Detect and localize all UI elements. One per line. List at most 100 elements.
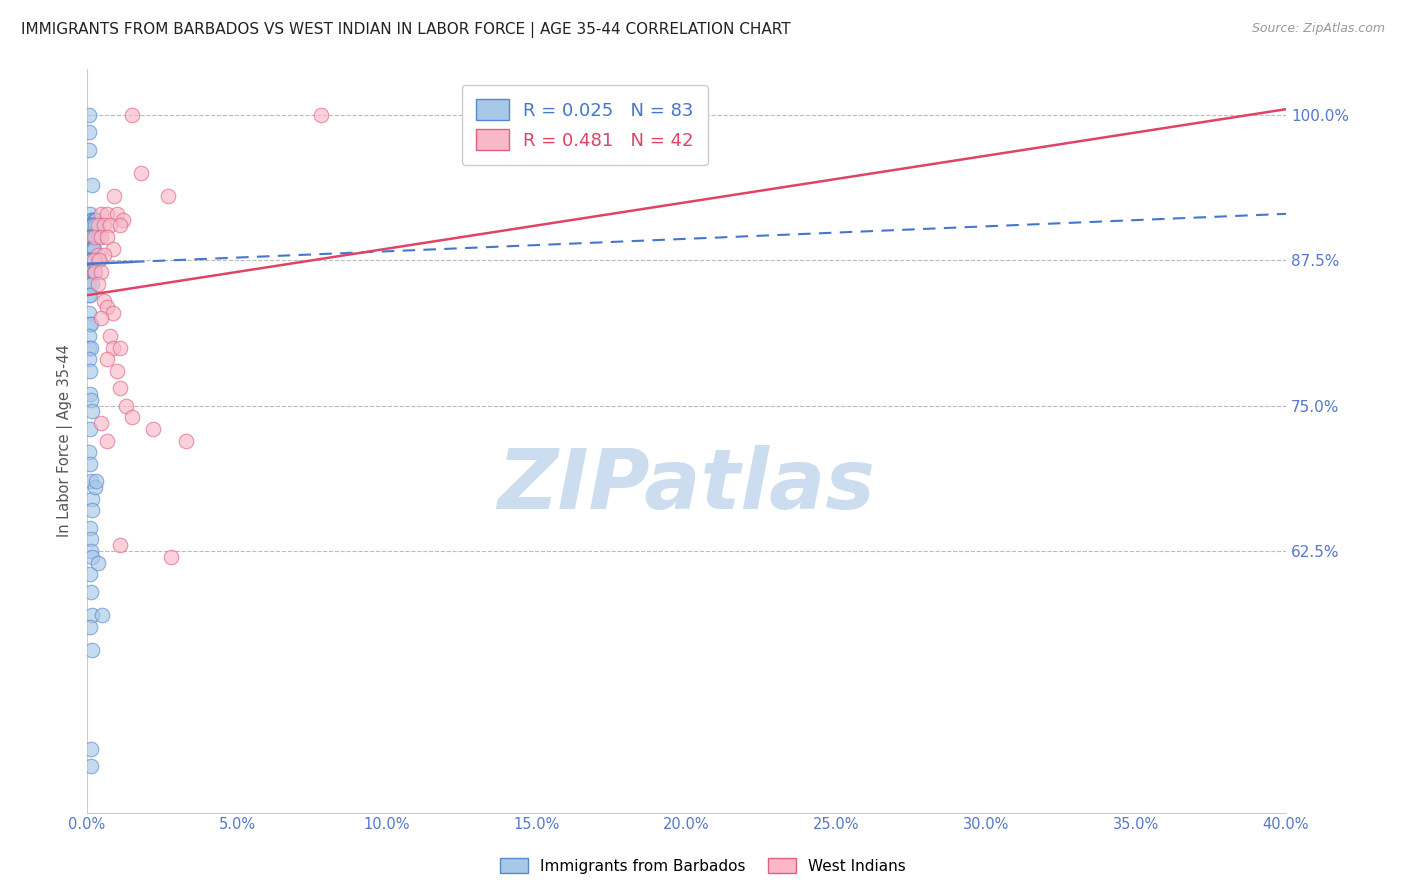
Point — [79, 474, 101, 488]
Text: ZIPatlas: ZIPatlas — [498, 445, 876, 525]
Point — [98, 219, 121, 233]
Point — [79, 108, 101, 122]
Point — [83, 230, 105, 244]
Point — [79, 387, 101, 401]
Point — [82, 219, 104, 233]
Point — [80, 549, 103, 564]
Point — [80, 242, 103, 256]
Point — [80, 607, 103, 622]
Point — [79, 341, 101, 355]
Point — [90, 207, 112, 221]
Point — [79, 445, 101, 459]
Point — [79, 242, 101, 256]
Point — [79, 212, 101, 227]
Point — [84, 219, 107, 233]
Point — [87, 253, 110, 268]
Point — [79, 741, 101, 756]
Point — [79, 318, 101, 332]
Point — [96, 207, 118, 221]
Point — [86, 230, 108, 244]
Point — [79, 759, 101, 773]
Point — [108, 219, 131, 233]
Point — [82, 242, 104, 256]
Point — [79, 392, 101, 407]
Point — [79, 125, 101, 139]
Point — [121, 410, 143, 425]
Point — [77, 288, 100, 302]
Point — [86, 247, 108, 261]
Point — [86, 219, 108, 233]
Point — [79, 253, 101, 268]
Point — [309, 108, 332, 122]
Text: Source: ZipAtlas.com: Source: ZipAtlas.com — [1251, 22, 1385, 36]
Point — [80, 503, 103, 517]
Point — [91, 607, 114, 622]
Point — [103, 306, 125, 320]
Point — [77, 265, 100, 279]
Point — [83, 212, 105, 227]
Point — [79, 584, 101, 599]
Point — [77, 277, 100, 291]
Point — [79, 253, 101, 268]
Point — [84, 474, 107, 488]
Point — [77, 242, 100, 256]
Point — [160, 549, 183, 564]
Point — [83, 242, 105, 256]
Point — [79, 288, 101, 302]
Point — [83, 212, 105, 227]
Point — [79, 318, 101, 332]
Point — [90, 230, 112, 244]
Point — [96, 300, 118, 314]
Text: IMMIGRANTS FROM BARBADOS VS WEST INDIAN IN LABOR FORCE | AGE 35-44 CORRELATION C: IMMIGRANTS FROM BARBADOS VS WEST INDIAN … — [21, 22, 790, 38]
Point — [79, 521, 101, 535]
Point — [174, 434, 197, 448]
Point — [79, 567, 101, 582]
Point — [142, 422, 165, 436]
Point — [80, 404, 103, 418]
Point — [83, 230, 105, 244]
Point — [77, 253, 100, 268]
Point — [96, 352, 118, 367]
Point — [129, 166, 152, 180]
Point — [79, 242, 101, 256]
Point — [80, 178, 103, 192]
Point — [98, 329, 121, 343]
Point — [80, 219, 103, 233]
Legend: Immigrants from Barbados, West Indians: Immigrants from Barbados, West Indians — [494, 852, 912, 880]
Point — [76, 253, 98, 268]
Point — [90, 265, 112, 279]
Point — [103, 341, 125, 355]
Point — [80, 253, 103, 268]
Point — [96, 230, 118, 244]
Point — [108, 341, 131, 355]
Point — [156, 189, 179, 203]
Point — [115, 399, 138, 413]
Point — [105, 364, 128, 378]
Point — [79, 533, 101, 547]
Point — [84, 265, 107, 279]
Point — [83, 253, 105, 268]
Point — [77, 265, 100, 279]
Point — [103, 242, 125, 256]
Point — [105, 207, 128, 221]
Point — [112, 212, 135, 227]
Point — [93, 293, 115, 308]
Point — [79, 341, 101, 355]
Point — [93, 247, 115, 261]
Point — [82, 253, 104, 268]
Point — [79, 230, 101, 244]
Legend: R = 0.025   N = 83, R = 0.481   N = 42: R = 0.025 N = 83, R = 0.481 N = 42 — [461, 85, 709, 165]
Point — [103, 189, 125, 203]
Point — [79, 219, 101, 233]
Point — [93, 219, 115, 233]
Y-axis label: In Labor Force | Age 35-44: In Labor Force | Age 35-44 — [58, 344, 73, 537]
Point — [79, 457, 101, 471]
Point — [79, 265, 101, 279]
Point — [121, 108, 143, 122]
Point — [79, 242, 101, 256]
Point — [79, 230, 101, 244]
Point — [79, 544, 101, 558]
Point — [87, 253, 110, 268]
Point — [84, 212, 107, 227]
Point — [82, 212, 104, 227]
